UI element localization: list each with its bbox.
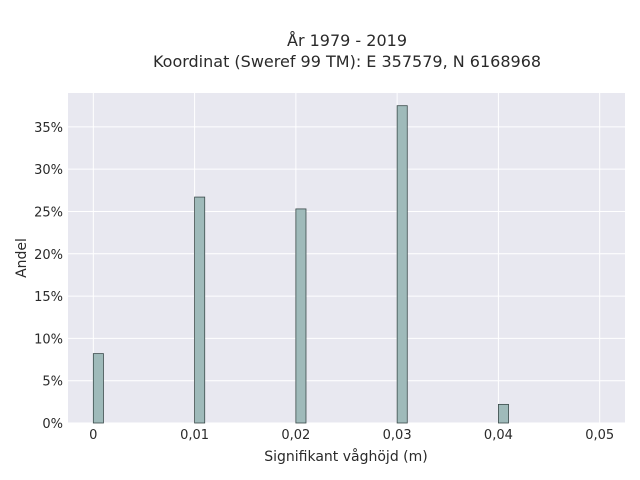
y-tick-label: 10% — [34, 332, 63, 347]
x-tick-label: 0 — [89, 428, 97, 443]
y-tick-labels: 0% 5% 10% 15% 20% 25% 30% 35% — [34, 121, 63, 432]
y-tick-label: 35% — [34, 121, 63, 136]
histogram-bar — [194, 196, 206, 424]
histogram-bar — [92, 353, 104, 424]
x-tick-label: 0,03 — [383, 428, 412, 443]
y-tick-label: 5% — [42, 375, 63, 390]
y-tick-label: 0% — [42, 417, 63, 432]
histogram-bar — [396, 105, 408, 424]
x-tick-labels: 0 0,01 0,02 0,03 0,04 0,05 — [89, 428, 614, 443]
y-tick-label: 20% — [34, 248, 63, 263]
chart-title-line1: År 1979 - 2019 — [287, 31, 407, 50]
histogram-bar — [498, 403, 509, 424]
plot-area — [68, 93, 625, 423]
bars — [92, 105, 509, 424]
y-tick-label: 15% — [34, 290, 63, 305]
x-tick-label: 0,05 — [585, 428, 614, 443]
y-axis-label: Andel — [14, 238, 30, 278]
x-axis-label: Signifikant våghöjd (m) — [264, 448, 427, 465]
x-tick-label: 0,04 — [484, 428, 513, 443]
x-tick-label: 0,01 — [180, 428, 209, 443]
x-tick-label: 0,02 — [281, 428, 310, 443]
y-tick-label: 30% — [34, 163, 63, 178]
y-tick-label: 25% — [34, 205, 63, 220]
histogram-bar — [295, 208, 307, 424]
chart-title-line2: Koordinat (Sweref 99 TM): E 357579, N 61… — [153, 52, 541, 71]
